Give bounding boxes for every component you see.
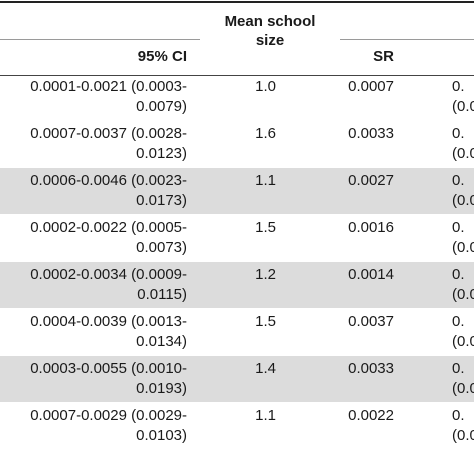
ci-cell-line2: 0.0103) bbox=[136, 427, 187, 444]
ci-cell-line2: 0.0193) bbox=[136, 380, 187, 397]
header-sub-rule-right bbox=[340, 39, 474, 40]
ci-cell: 0.0002-0.0022 (0.0005- 0.0073) bbox=[0, 218, 187, 258]
truncated-cell-line2: (0.0 bbox=[452, 427, 474, 444]
ci-cell-line2: 0.0115) bbox=[137, 286, 187, 303]
truncated-cell: 0. (0.0 bbox=[452, 77, 474, 117]
truncated-cell: 0. (0.0 bbox=[452, 406, 474, 446]
ci-cell-line1: 0.0002-0.0034 (0.0009- bbox=[30, 266, 187, 283]
column-header-sr: SR bbox=[373, 48, 394, 65]
ci-cell-line2: 0.0173) bbox=[136, 192, 187, 209]
mean-school-size-cell: 1.1 bbox=[255, 407, 276, 424]
ci-cell: 0.0007-0.0029 (0.0029- 0.0103) bbox=[0, 406, 187, 446]
mean-school-size-cell: 1.2 bbox=[255, 266, 276, 283]
truncated-cell-line1: 0. bbox=[452, 219, 465, 236]
truncated-cell: 0. (0.0 bbox=[452, 218, 474, 258]
truncated-cell-line1: 0. bbox=[452, 78, 465, 95]
truncated-cell-line2: (0.0 bbox=[452, 192, 474, 209]
ci-cell: 0.0004-0.0039 (0.0013- 0.0134) bbox=[0, 312, 187, 352]
table-header: 95% CI Mean school size SR bbox=[0, 3, 474, 76]
truncated-cell-line1: 0. bbox=[452, 172, 465, 189]
table-row: 0.0002-0.0034 (0.0009- 0.0115) 1.2 0.001… bbox=[0, 262, 474, 309]
ci-cell: 0.0001-0.0021 (0.0003- 0.0079) bbox=[0, 77, 187, 117]
column-header-mean-school-size: Mean school size bbox=[200, 12, 340, 50]
ci-cell-line2: 0.0134) bbox=[136, 333, 187, 350]
sr-cell: 0.0014 bbox=[348, 266, 394, 283]
ci-cell-line1: 0.0002-0.0022 (0.0005- bbox=[30, 219, 187, 236]
ci-cell-line2: 0.0123) bbox=[136, 145, 187, 162]
truncated-cell-line2: (0.0 bbox=[452, 380, 474, 397]
ci-cell: 0.0006-0.0046 (0.0023- 0.0173) bbox=[0, 171, 187, 211]
sr-cell: 0.0016 bbox=[348, 219, 394, 236]
ci-cell: 0.0003-0.0055 (0.0010- 0.0193) bbox=[0, 359, 187, 399]
truncated-cell-line1: 0. bbox=[452, 125, 465, 142]
table-row: 0.0003-0.0055 (0.0010- 0.0193) 1.4 0.003… bbox=[0, 356, 474, 403]
table-row: 0.0006-0.0046 (0.0023- 0.0173) 1.1 0.002… bbox=[0, 168, 474, 215]
mean-school-size-cell: 1.1 bbox=[255, 172, 276, 189]
truncated-cell-line1: 0. bbox=[452, 360, 465, 377]
sr-cell: 0.0037 bbox=[348, 313, 394, 330]
truncated-cell-line2: (0.0 bbox=[452, 239, 474, 256]
truncated-cell-line2: (0.0 bbox=[452, 145, 474, 162]
mean-school-size-cell: 1.0 bbox=[255, 78, 276, 95]
truncated-cell-line2: (0.0 bbox=[452, 286, 474, 303]
truncated-cell: 0. (0.0 bbox=[452, 312, 474, 352]
mean-school-size-cell: 1.4 bbox=[255, 360, 276, 377]
truncated-cell: 0. (0.0 bbox=[452, 265, 474, 305]
sr-cell: 0.0022 bbox=[348, 407, 394, 424]
mean-school-size-cell: 1.5 bbox=[255, 219, 276, 236]
truncated-cell: 0. (0.0 bbox=[452, 171, 474, 211]
ci-cell-line1: 0.0004-0.0039 (0.0013- bbox=[30, 313, 187, 330]
ci-cell-line2: 0.0079) bbox=[136, 98, 187, 115]
ci-cell-line2: 0.0073) bbox=[136, 239, 187, 256]
truncated-cell-line1: 0. bbox=[452, 313, 465, 330]
table-row: 0.0002-0.0022 (0.0005- 0.0073) 1.5 0.001… bbox=[0, 215, 474, 262]
table-body: 0.0001-0.0021 (0.0003- 0.0079) 1.0 0.000… bbox=[0, 74, 474, 450]
table-top-rule bbox=[0, 1, 474, 3]
column-header-mean-school-size-line1: Mean school bbox=[224, 13, 316, 30]
mean-school-size-cell: 1.6 bbox=[255, 125, 276, 142]
ci-cell-line1: 0.0001-0.0021 (0.0003- bbox=[30, 78, 187, 95]
table-row: 0.0001-0.0021 (0.0003- 0.0079) 1.0 0.000… bbox=[0, 74, 474, 121]
ci-cell: 0.0002-0.0034 (0.0009- 0.0115) bbox=[0, 265, 187, 305]
truncated-cell-line2: (0.0 bbox=[452, 333, 474, 350]
table-row: 0.0004-0.0039 (0.0013- 0.0134) 1.5 0.003… bbox=[0, 309, 474, 356]
table-row: 0.0007-0.0029 (0.0029- 0.0103) 1.1 0.002… bbox=[0, 403, 474, 450]
ci-cell-line1: 0.0007-0.0029 (0.0029- bbox=[30, 407, 187, 424]
sr-cell: 0.0007 bbox=[348, 78, 394, 95]
truncated-cell-line1: 0. bbox=[452, 266, 465, 283]
ci-cell-line1: 0.0007-0.0037 (0.0028- bbox=[30, 125, 187, 142]
header-sub-rule-left bbox=[0, 39, 200, 40]
truncated-cell-line2: (0.0 bbox=[452, 98, 474, 115]
mean-school-size-cell: 1.5 bbox=[255, 313, 276, 330]
truncated-cell: 0. (0.0 bbox=[452, 124, 474, 164]
header-bottom-rule bbox=[0, 75, 474, 76]
ci-cell: 0.0007-0.0037 (0.0028- 0.0123) bbox=[0, 124, 187, 164]
truncated-cell-line1: 0. bbox=[452, 407, 465, 424]
sr-cell: 0.0033 bbox=[348, 125, 394, 142]
ci-cell-line1: 0.0006-0.0046 (0.0023- bbox=[30, 172, 187, 189]
ci-cell-line1: 0.0003-0.0055 (0.0010- bbox=[30, 360, 187, 377]
sr-cell: 0.0033 bbox=[348, 360, 394, 377]
table-row: 0.0007-0.0037 (0.0028- 0.0123) 1.6 0.003… bbox=[0, 121, 474, 168]
column-header-ci: 95% CI bbox=[137, 48, 187, 65]
sr-cell: 0.0027 bbox=[348, 172, 394, 189]
column-header-mean-school-size-line2: size bbox=[255, 32, 285, 49]
truncated-cell: 0. (0.0 bbox=[452, 359, 474, 399]
